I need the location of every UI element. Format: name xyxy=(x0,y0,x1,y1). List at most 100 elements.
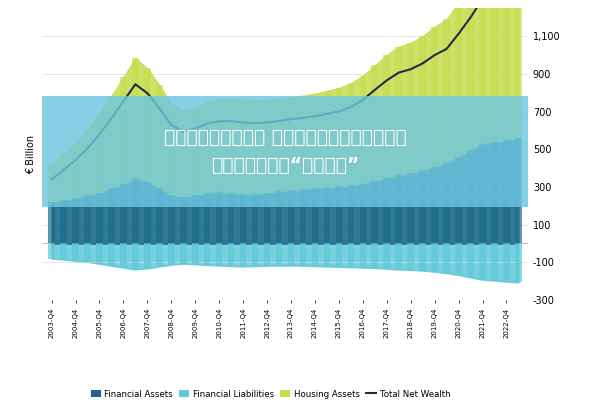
Bar xyxy=(192,108,199,195)
Bar xyxy=(287,97,294,190)
Bar xyxy=(287,190,294,244)
Bar xyxy=(156,244,163,266)
Bar xyxy=(276,192,283,244)
Bar xyxy=(407,43,414,173)
Bar xyxy=(443,244,450,273)
Bar xyxy=(323,244,330,266)
Bar xyxy=(455,2,462,157)
Bar xyxy=(252,100,259,194)
Bar xyxy=(42,96,528,206)
Bar xyxy=(479,144,486,244)
Bar xyxy=(359,184,366,244)
Bar xyxy=(335,88,342,186)
Bar xyxy=(383,178,390,244)
Bar xyxy=(84,130,91,196)
Bar xyxy=(515,244,522,282)
Y-axis label: € Billion: € Billion xyxy=(26,134,37,174)
Bar xyxy=(108,96,115,188)
Bar xyxy=(60,244,67,260)
Bar xyxy=(180,197,187,244)
Bar xyxy=(72,143,79,198)
Bar xyxy=(156,188,163,244)
Bar xyxy=(419,244,426,271)
Bar xyxy=(48,202,55,244)
Bar xyxy=(60,154,67,200)
Bar xyxy=(407,173,414,244)
Bar xyxy=(108,244,115,266)
Bar xyxy=(371,181,378,244)
Bar xyxy=(419,36,426,170)
Bar xyxy=(192,244,199,264)
Bar xyxy=(515,138,522,244)
Bar xyxy=(395,175,402,244)
Bar xyxy=(395,244,402,270)
Bar xyxy=(347,186,354,244)
Bar xyxy=(144,68,151,182)
Bar xyxy=(371,244,378,268)
Bar xyxy=(359,76,366,184)
Bar xyxy=(479,0,486,144)
Bar xyxy=(431,244,438,272)
Bar xyxy=(359,244,366,268)
Bar xyxy=(96,244,103,264)
Bar xyxy=(311,244,318,266)
Text: 股票杠杆软件有哪些 宁德时代、北汽、小米汽车
合资公司更名为“时代北汽”: 股票杠杆软件有哪些 宁德时代、北汽、小米汽车 合资公司更名为“时代北汽” xyxy=(164,128,406,174)
Bar xyxy=(347,83,354,186)
Bar xyxy=(467,244,474,277)
Bar xyxy=(204,244,211,265)
Bar xyxy=(48,244,55,258)
Bar xyxy=(180,112,187,197)
Bar xyxy=(180,244,187,264)
Bar xyxy=(455,244,462,275)
Bar xyxy=(503,244,510,282)
Bar xyxy=(419,170,426,244)
Bar xyxy=(515,0,522,138)
Bar xyxy=(168,244,175,264)
Bar xyxy=(347,244,354,267)
Bar xyxy=(431,167,438,244)
Bar xyxy=(311,188,318,244)
Bar xyxy=(264,244,271,266)
Bar xyxy=(264,193,271,244)
Bar xyxy=(503,0,510,140)
Bar xyxy=(335,186,342,244)
Bar xyxy=(240,244,247,266)
Bar xyxy=(443,163,450,244)
Bar xyxy=(299,189,306,244)
Bar xyxy=(383,244,390,269)
Bar xyxy=(132,244,139,270)
Bar xyxy=(192,195,199,244)
Bar xyxy=(383,55,390,178)
Bar xyxy=(168,104,175,194)
Bar xyxy=(311,94,318,188)
Bar xyxy=(96,193,103,244)
Bar xyxy=(299,96,306,189)
Bar xyxy=(467,0,474,150)
Bar xyxy=(491,142,498,244)
Bar xyxy=(276,244,283,266)
Bar xyxy=(156,85,163,188)
Bar xyxy=(120,77,127,184)
Bar xyxy=(108,188,115,244)
Bar xyxy=(216,192,223,244)
Bar xyxy=(144,244,151,268)
Legend: Financial Assets, Financial Liabilities, Housing Assets, Total Net Wealth: Financial Assets, Financial Liabilities,… xyxy=(87,386,454,400)
Bar xyxy=(371,66,378,181)
Bar xyxy=(252,244,259,266)
Bar xyxy=(216,99,223,192)
Bar xyxy=(60,200,67,244)
Bar xyxy=(48,164,55,202)
Bar xyxy=(299,244,306,266)
Bar xyxy=(204,193,211,244)
Bar xyxy=(216,244,223,266)
Bar xyxy=(264,100,271,193)
Bar xyxy=(132,178,139,244)
Bar xyxy=(323,91,330,187)
Bar xyxy=(96,114,103,193)
Bar xyxy=(455,157,462,244)
Bar xyxy=(84,196,91,244)
Bar xyxy=(323,187,330,244)
Bar xyxy=(276,99,283,192)
Bar xyxy=(407,244,414,270)
Bar xyxy=(228,244,235,266)
